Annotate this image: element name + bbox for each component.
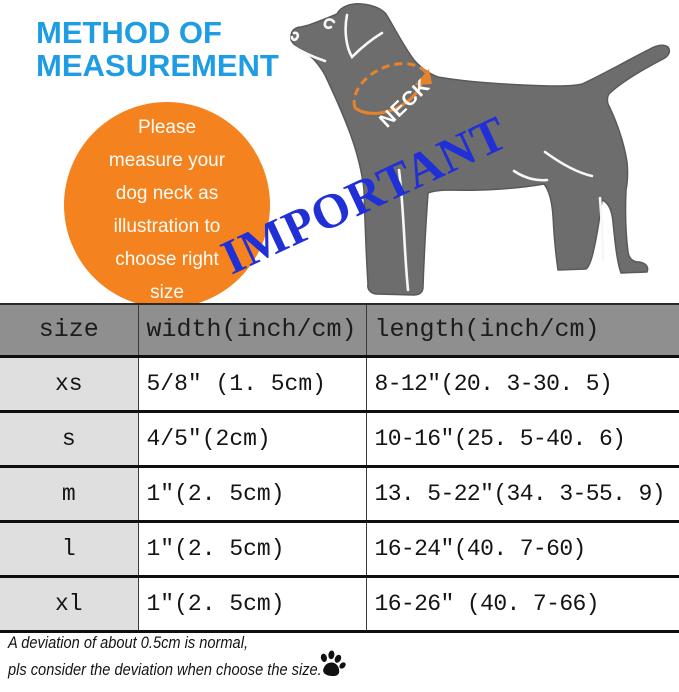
- col-header-size: size: [0, 303, 138, 358]
- nose-mark: [290, 31, 300, 42]
- table-row: s 4/5″(2cm) 10-16″(25. 5-40. 6): [0, 409, 679, 468]
- instruction-line: Please: [137, 117, 197, 138]
- ring-solid-arc: [354, 76, 425, 115]
- instruction-line: illustration to: [113, 216, 221, 237]
- size-table: size width(inch/cm) length(inch/cm) xs 5…: [0, 303, 679, 633]
- footnote-line2: pls consider the deviation when choose t…: [8, 660, 373, 680]
- cell-size: l: [0, 519, 138, 578]
- table-header-row: size width(inch/cm) length(inch/cm): [0, 303, 679, 358]
- cell-length: 8-12″(20. 3-30. 5): [365, 354, 679, 413]
- hind-leg-line: [598, 196, 605, 262]
- cell-width: 1″(2. 5cm): [137, 574, 366, 633]
- eye-mark: [323, 18, 336, 30]
- flank-line: [512, 169, 549, 182]
- dog-diagram: [290, 3, 671, 296]
- cell-width: 5/8″ (1. 5cm): [137, 354, 366, 413]
- table-row: xl 1″(2. 5cm) 16-26″ (40. 7-66): [0, 574, 679, 633]
- dog-silhouette-shape: [290, 3, 671, 296]
- cell-size: s: [0, 409, 138, 468]
- cell-width: 1″(2. 5cm): [137, 519, 366, 578]
- instruction-line: dog neck as: [115, 183, 219, 204]
- cell-size: xs: [0, 354, 138, 413]
- instruction-line: size: [150, 282, 184, 303]
- ring-arrowhead-icon: [415, 69, 432, 85]
- footnote-text: A deviation of about 0.5cm is normal,: [8, 633, 249, 652]
- page-title-line1: METHOD OF: [36, 15, 222, 50]
- cell-size: xl: [0, 574, 138, 633]
- thigh-line: [543, 150, 594, 178]
- footnote-text: pls consider the deviation when choose t…: [8, 660, 322, 679]
- cell-length: 13. 5-22″(34. 3-55. 9): [365, 464, 679, 523]
- ear-outline: [344, 13, 384, 60]
- instruction-bubble: Please measure your dog neck as illustra…: [64, 102, 270, 308]
- mouth-line: [291, 44, 327, 63]
- instruction-line: choose right: [115, 249, 219, 270]
- cell-length: 16-24″(40. 7-60): [365, 519, 679, 578]
- page-title-line2: MEASUREMENT: [36, 48, 279, 83]
- cell-size: m: [0, 464, 138, 523]
- cell-width: 1″(2. 5cm): [137, 464, 366, 523]
- page-title: METHOD OF MEASUREMENT: [36, 16, 279, 82]
- paw-print-icon: [320, 650, 346, 677]
- instruction-line: measure your: [108, 150, 226, 171]
- cell-length: 16-26″ (40. 7-66): [365, 574, 679, 633]
- neck-measure-ring-icon: [352, 62, 432, 115]
- table-row: m 1″(2. 5cm) 13. 5-22″(34. 3-55. 9): [0, 464, 679, 523]
- table-row: xs 5/8″ (1. 5cm) 8-12″(20. 3-30. 5): [0, 354, 679, 413]
- size-table-grid: size width(inch/cm) length(inch/cm) xs 5…: [0, 303, 679, 633]
- cell-length: 10-16″(25. 5-40. 6): [365, 409, 679, 468]
- dog-detail-lines: [290, 13, 605, 292]
- col-header-length: length(inch/cm): [365, 303, 679, 358]
- footnote-line1: A deviation of about 0.5cm is normal,: [8, 633, 287, 653]
- col-header-width: width(inch/cm): [137, 303, 366, 358]
- table-row: l 1″(2. 5cm) 16-24″(40. 7-60): [0, 519, 679, 578]
- cell-width: 4/5″(2cm): [137, 409, 366, 468]
- front-leg-separator: [397, 168, 410, 292]
